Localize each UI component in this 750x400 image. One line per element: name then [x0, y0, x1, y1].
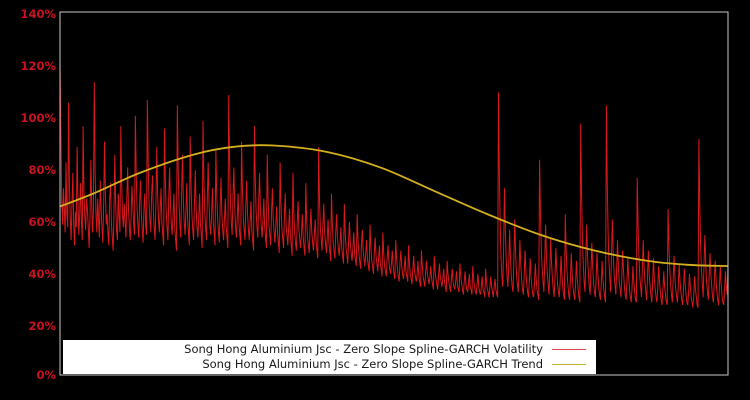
y-tick-label: 100% [20, 111, 56, 125]
legend-color-swatch-volatility [552, 349, 586, 350]
y-tick-label: 120% [20, 59, 56, 73]
y-tick-label: 80% [28, 163, 56, 177]
volatility-series-line [60, 61, 728, 308]
legend-entry-volatility: Song Hong Aluminium Jsc - Zero Slope Spl… [63, 342, 596, 357]
y-tick-label: 20% [28, 319, 56, 333]
y-axis-tick-labels: 140% 120% 100% 80% 60% 40% 20% 0% [0, 0, 56, 400]
legend-label-volatility: Song Hong Aluminium Jsc - Zero Slope Spl… [184, 342, 543, 356]
y-tick-label: 60% [28, 215, 56, 229]
y-tick-label: 40% [28, 267, 56, 281]
chart-legend: Song Hong Aluminium Jsc - Zero Slope Spl… [63, 340, 596, 374]
legend-color-swatch-trend [552, 364, 586, 365]
legend-entry-trend: Song Hong Aluminium Jsc - Zero Slope Spl… [63, 357, 596, 372]
y-tick-label: 140% [20, 7, 56, 21]
trend-series-line [60, 144, 728, 267]
plot-area-background [60, 12, 728, 375]
legend-label-trend: Song Hong Aluminium Jsc - Zero Slope Spl… [202, 357, 543, 371]
plot-area-border [59, 11, 729, 376]
y-tick-label: 0% [36, 368, 56, 382]
